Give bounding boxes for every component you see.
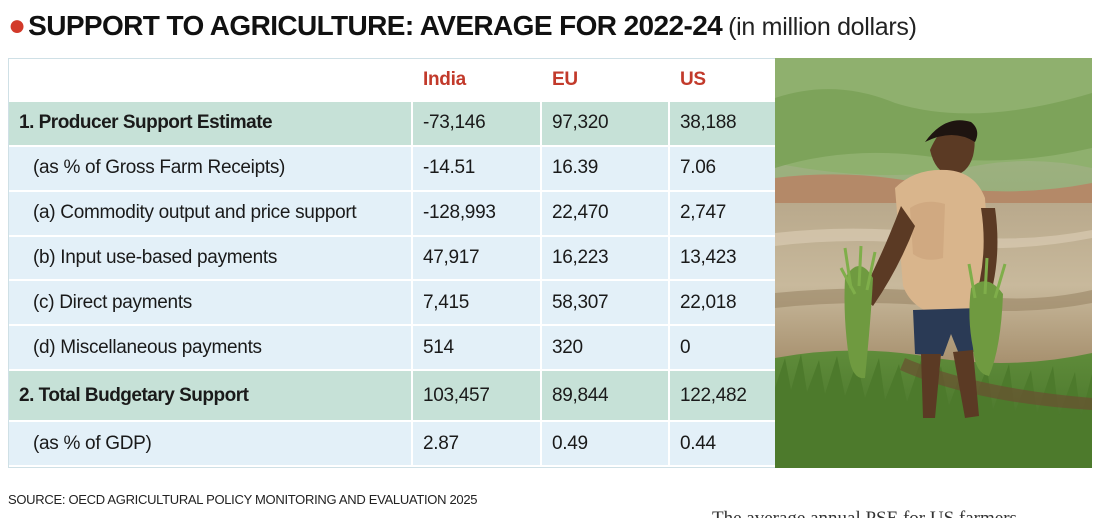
article-body-fragment: The average annual PSE for US farmers [712, 508, 1017, 518]
cell-us: 122,482 [669, 370, 777, 423]
cell-us: 13,423 [669, 235, 777, 282]
cell-india: -73,146 [412, 101, 542, 147]
cell-us: 0 [669, 325, 777, 372]
cell-us: 22,018 [669, 280, 777, 327]
table-row: 2. Total Budgetary Support 103,457 89,84… [9, 370, 777, 423]
row-label: (as % of GDP) [9, 421, 413, 467]
cell-us: 0.44 [669, 421, 777, 467]
cell-india: 2.87 [412, 421, 542, 467]
table-row: 1. Producer Support Estimate -73,146 97,… [9, 101, 777, 147]
title-unit: (in million dollars) [728, 13, 917, 41]
source-note: SOURCE: OECD AGRICULTURAL POLICY MONITOR… [8, 492, 478, 507]
table-row: (b) Input use-based payments 47,917 16,2… [9, 235, 777, 282]
cell-us: 38,188 [669, 101, 777, 147]
table-row: (as % of Gross Farm Receipts) -14.51 16.… [9, 145, 777, 192]
bullet-icon: ● [8, 9, 27, 42]
cell-us: 7.06 [669, 145, 777, 192]
cell-eu: 58,307 [541, 280, 670, 327]
cell-eu: 0.49 [541, 421, 670, 467]
row-label: (d) Miscellaneous payments [9, 325, 413, 372]
cell-india: 47,917 [412, 235, 542, 282]
cell-india: 7,415 [412, 280, 542, 327]
table-row: (a) Commodity output and price support -… [9, 190, 777, 237]
cell-india: -128,993 [412, 190, 542, 237]
cell-india: 514 [412, 325, 542, 372]
table-row: (as % of GDP) 2.87 0.49 0.44 [9, 421, 777, 467]
cell-eu: 320 [541, 325, 670, 372]
article-title: ● SUPPORT TO AGRICULTURE: AVERAGE FOR 20… [8, 6, 917, 50]
table-header-row: India EU US [9, 59, 777, 102]
header-india: India [412, 59, 542, 102]
header-us: US [669, 59, 777, 102]
row-label: 1. Producer Support Estimate [9, 101, 413, 147]
cell-eu: 89,844 [541, 370, 670, 423]
cell-eu: 16.39 [541, 145, 670, 192]
cell-eu: 22,470 [541, 190, 670, 237]
table-row: (d) Miscellaneous payments 514 320 0 [9, 325, 777, 372]
cell-india: 103,457 [412, 370, 542, 423]
row-label: (as % of Gross Farm Receipts) [9, 145, 413, 192]
row-label: (c) Direct payments [9, 280, 413, 327]
title-main: SUPPORT TO AGRICULTURE: AVERAGE FOR 2022… [28, 10, 723, 41]
cell-india: -14.51 [412, 145, 542, 192]
table-row: (c) Direct payments 7,415 58,307 22,018 [9, 280, 777, 327]
header-eu: EU [541, 59, 670, 102]
cell-us: 2,747 [669, 190, 777, 237]
support-table: India EU US 1. Producer Support Estimate… [8, 58, 777, 468]
cell-eu: 97,320 [541, 101, 670, 147]
row-label: (b) Input use-based payments [9, 235, 413, 282]
farmer-photo [775, 58, 1092, 468]
row-label: (a) Commodity output and price support [9, 190, 413, 237]
row-label: 2. Total Budgetary Support [9, 370, 413, 423]
header-blank [9, 59, 413, 102]
cell-eu: 16,223 [541, 235, 670, 282]
